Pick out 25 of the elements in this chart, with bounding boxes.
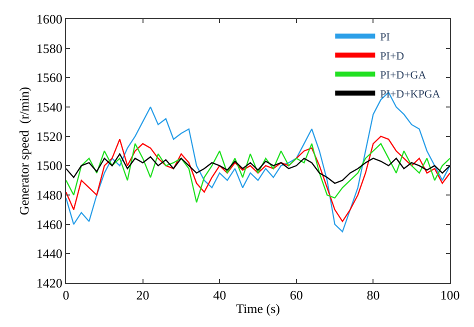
y-tick-label: 1600 bbox=[36, 12, 62, 27]
x-tick-label: 100 bbox=[440, 288, 460, 303]
y-tick-label: 1500 bbox=[36, 158, 62, 174]
x-tick-label: 20 bbox=[136, 288, 150, 303]
x-tick-label: 40 bbox=[213, 288, 226, 303]
x-tick-label: 80 bbox=[366, 288, 380, 303]
legend-label: PI+D+GA bbox=[380, 69, 426, 82]
y-tick-label: 1580 bbox=[36, 40, 62, 56]
x-tick-label: 0 bbox=[62, 288, 70, 303]
line-series bbox=[66, 143, 450, 203]
x-axis-title: Time (s) bbox=[236, 301, 280, 316]
legend-label: PI+D bbox=[380, 50, 404, 62]
y-tick-label: 1460 bbox=[36, 216, 62, 232]
line-series bbox=[66, 92, 450, 232]
y-tick-label: 1480 bbox=[36, 188, 62, 203]
y-tick-label: 1520 bbox=[36, 128, 62, 144]
line-series bbox=[66, 153, 450, 184]
y-tick-label: 1440 bbox=[36, 246, 62, 262]
y-tick-label: 1560 bbox=[36, 70, 62, 86]
x-tick-label: 60 bbox=[290, 288, 303, 303]
y-tick-label: 1420 bbox=[36, 276, 62, 291]
legend-label: PI bbox=[380, 31, 390, 44]
y-tick-label: 1540 bbox=[36, 100, 62, 115]
y-axis-title: Generator speed (r/min) bbox=[16, 86, 32, 216]
line-series bbox=[66, 136, 450, 222]
